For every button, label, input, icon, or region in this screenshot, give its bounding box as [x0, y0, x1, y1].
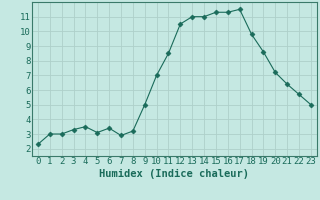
X-axis label: Humidex (Indice chaleur): Humidex (Indice chaleur): [100, 169, 249, 179]
